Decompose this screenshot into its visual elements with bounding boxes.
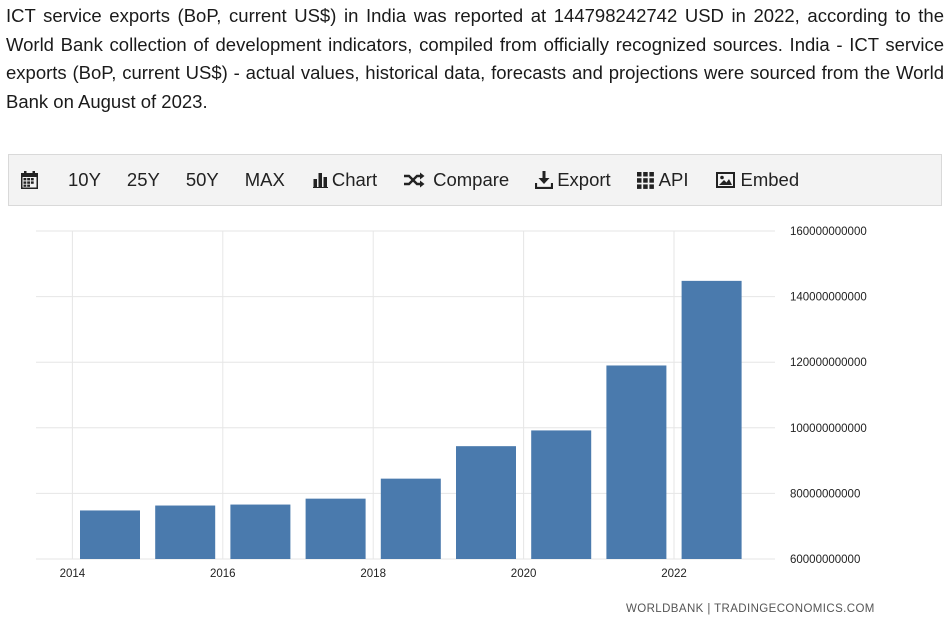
download-icon <box>535 171 554 189</box>
y-axis: 60000000000 80000000000 100000000000 120000… <box>790 226 867 566</box>
calendar-button[interactable] <box>21 171 38 189</box>
api-button[interactable]: API <box>636 169 689 191</box>
chart-type-label: Chart <box>331 169 378 190</box>
chart-toolbar: 10Y 25Y 50Y MAX Chart Compare <box>8 154 942 206</box>
embed-label: Embed <box>740 169 800 190</box>
grid-icon <box>636 171 654 189</box>
compare-label: Compare <box>433 169 510 190</box>
bar-2015[interactable] <box>155 505 216 559</box>
export-button[interactable]: Export <box>535 169 611 191</box>
x-tick-label: 2022 <box>661 568 687 580</box>
range-max-button[interactable]: MAX <box>244 169 285 190</box>
x-tick-label: 2016 <box>210 568 236 580</box>
bar-2021[interactable] <box>606 365 667 559</box>
image-icon <box>715 172 735 188</box>
chart-bars <box>80 280 742 559</box>
bar-2016[interactable] <box>230 504 291 559</box>
y-tick-label: 60000000000 <box>790 554 860 566</box>
compare-button[interactable]: Compare <box>403 169 509 191</box>
y-tick-label: 100000000000 <box>790 423 867 435</box>
api-label: API <box>658 169 689 190</box>
bar-2019[interactable] <box>456 446 516 559</box>
x-tick-label: 2014 <box>60 568 86 580</box>
bar-2018[interactable] <box>380 478 441 559</box>
range-25y-button[interactable]: 25Y <box>126 169 160 190</box>
x-tick-label: 2020 <box>511 568 537 580</box>
calendar-icon <box>21 171 38 189</box>
range-10y-button[interactable]: 10Y <box>68 169 101 190</box>
y-tick-label: 80000000000 <box>790 488 860 500</box>
range-50y-button[interactable]: 50Y <box>185 169 219 190</box>
y-tick-label: 120000000000 <box>790 357 867 369</box>
export-label: Export <box>557 169 611 190</box>
x-axis: 2014 2016 2018 2020 2022 <box>60 568 687 580</box>
embed-button[interactable]: Embed <box>715 169 800 191</box>
intro-paragraph: ICT service exports (BoP, current US$) i… <box>6 5 944 112</box>
bar-chart-icon <box>312 172 328 188</box>
x-tick-label: 2018 <box>360 568 386 580</box>
chart-type-button[interactable]: Chart <box>312 169 378 191</box>
y-tick-label: 140000000000 <box>790 292 867 304</box>
bar-2017[interactable] <box>305 498 366 559</box>
source-credit: WORLDBANK | TRADINGECONOMICS.COM <box>626 603 875 615</box>
shuffle-icon <box>403 172 425 188</box>
bar-2020[interactable] <box>531 430 592 559</box>
bar-chart: 2014 2016 2018 2020 2022 60000000000 80000000… <box>36 226 867 580</box>
y-tick-label: 160000000000 <box>790 226 867 238</box>
bar-2022[interactable] <box>681 280 742 559</box>
bar-2014[interactable] <box>80 510 140 559</box>
